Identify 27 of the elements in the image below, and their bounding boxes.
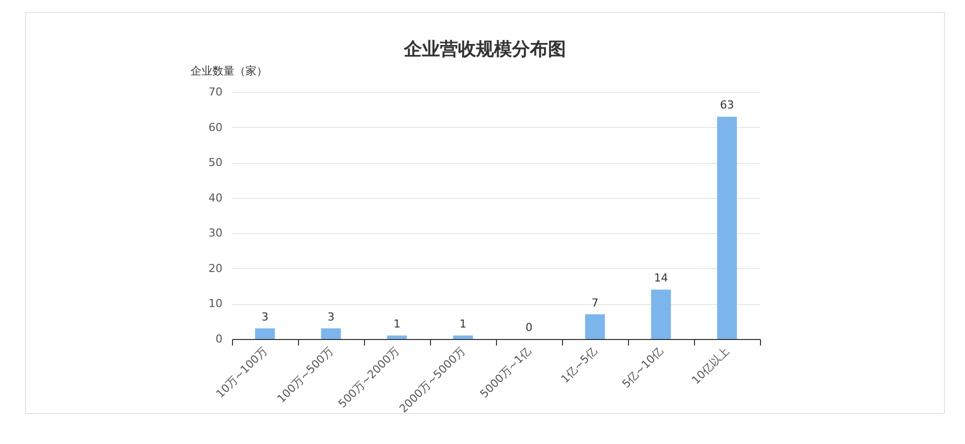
data-label: 63	[720, 98, 734, 112]
x-tick-label: 1亿~5亿	[558, 344, 600, 386]
bar	[321, 328, 341, 339]
y-tick-label: 30	[208, 226, 222, 240]
x-tick-label: 10亿以上	[689, 344, 732, 387]
data-label: 14	[654, 272, 668, 285]
bar	[585, 314, 605, 339]
bar	[255, 328, 275, 339]
bar	[717, 116, 737, 339]
y-tick-label: 40	[208, 191, 222, 204]
chart-title: 企业营收规模分布图	[403, 39, 566, 60]
bar	[453, 335, 473, 339]
y-tick-label: 20	[208, 262, 222, 275]
data-label: 1	[460, 317, 466, 330]
y-tick-label: 60	[208, 120, 222, 134]
data-label: 3	[328, 310, 334, 324]
y-tick-label: 50	[208, 156, 222, 170]
bar	[387, 335, 407, 339]
data-label: 3	[262, 310, 268, 324]
y-tick-label: 70	[208, 86, 222, 98]
y-tick-label: 10	[208, 297, 222, 310]
y-tick-label: 0	[216, 332, 222, 346]
data-label: 1	[394, 317, 400, 330]
data-label: 0	[526, 321, 532, 334]
data-label: 7	[592, 296, 598, 310]
y-axis-title: 企业数量（家）	[190, 64, 268, 78]
bar	[651, 290, 671, 339]
